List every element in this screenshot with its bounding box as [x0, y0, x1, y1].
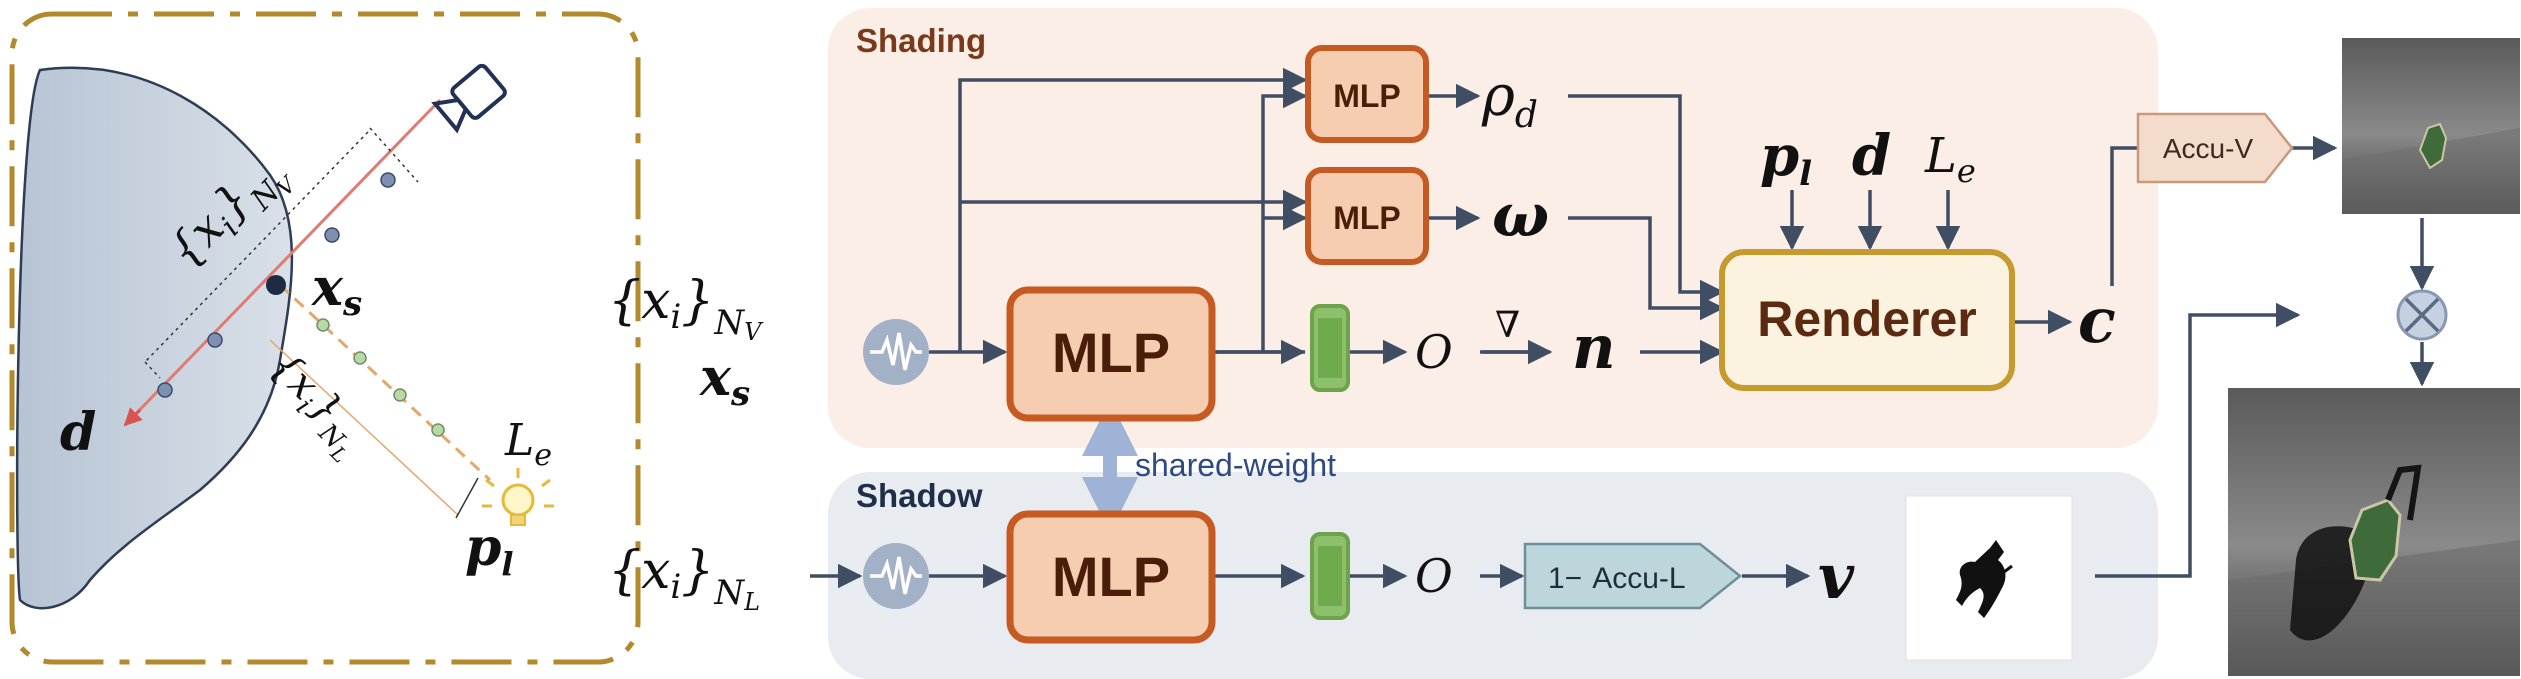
light-intensity-label: Le	[504, 415, 552, 473]
gradient-symbol: ∇	[1495, 305, 1520, 346]
light-sample-point	[431, 423, 445, 437]
shading-panel-title: Shading	[856, 22, 986, 59]
svg-text:1−Accu-L: 1− Accu-L	[1548, 562, 1686, 595]
direction-label: d	[60, 402, 96, 463]
visibility-symbol: v	[1818, 540, 1855, 613]
svg-text:MLP: MLP	[1333, 200, 1401, 236]
albedo-symbol: ρd	[1481, 64, 1538, 136]
camera-icon	[431, 63, 507, 134]
view-sample-point	[380, 172, 396, 188]
svg-text:MLP: MLP	[1333, 78, 1401, 114]
shadow-mask-image	[1905, 495, 2073, 661]
light-input-label: {xi}NL	[608, 541, 760, 616]
light-samples-bracket	[269, 339, 459, 516]
surface-point-label: xs	[311, 257, 362, 324]
renderer-light-intensity: Le	[1924, 128, 1976, 190]
normal-symbol: n	[1572, 313, 1616, 383]
one-minus-label: 1−	[1548, 562, 1582, 595]
mlp-roughness: MLP	[1305, 167, 1429, 265]
light-ray	[278, 283, 492, 482]
shared-weight-label: shared-weight	[1135, 447, 1336, 483]
color-symbol: c	[2078, 284, 2116, 357]
shading-connectors	[929, 67, 2338, 365]
illustration-border	[9, 11, 641, 665]
light-sample-point	[393, 388, 407, 402]
surface-point	[266, 275, 286, 295]
light-sample-point	[316, 318, 330, 332]
renderer-light-position: pl	[1760, 123, 1812, 194]
multiply-node	[2396, 289, 2448, 341]
final-render-image	[2228, 388, 2520, 676]
light-sample-point	[353, 351, 367, 365]
mlp-geometry-shadow: MLP	[1006, 510, 1216, 644]
renderer-block: Renderer	[1719, 249, 2015, 391]
roughness-symbol: ω	[1492, 181, 1549, 251]
accu-l-label: Accu-L	[1592, 562, 1685, 595]
light-bulb-icon	[482, 468, 554, 526]
shadow-connectors	[810, 218, 2435, 589]
scene-illustration: {xi}NV {xi}NL xs d Le pl	[9, 11, 641, 665]
renderer-direction: d	[1852, 123, 1891, 189]
object-shape	[15, 66, 294, 610]
mlp-geometry-shading: MLP	[1006, 286, 1216, 422]
view-sample-point	[207, 332, 223, 348]
svg-text:MLP: MLP	[1052, 321, 1170, 384]
svg-text:Accu-V: Accu-V	[2163, 133, 2254, 164]
sdf-symbol-shadow: O	[1415, 549, 1453, 603]
mlp-albedo: MLP	[1305, 45, 1429, 143]
accu-v-block: Accu-V	[2136, 112, 2294, 184]
surface-input-label: xs	[699, 347, 750, 414]
positional-encoding-icon	[863, 543, 929, 609]
view-sample-point	[324, 227, 340, 243]
view-sample-point	[157, 382, 173, 398]
positional-encoding-icon	[863, 319, 929, 385]
view-ray	[123, 98, 442, 427]
rendered-view-image	[2342, 38, 2520, 214]
svg-text:MLP: MLP	[1052, 545, 1170, 608]
svg-text:Renderer: Renderer	[1757, 291, 1977, 347]
light-position-label: pl	[465, 517, 514, 583]
accu-l-block: 1− Accu-L	[1523, 542, 1743, 610]
sdf-symbol: O	[1415, 325, 1453, 379]
view-input-label: {xi}NV	[608, 271, 764, 346]
shadow-panel-title: Shadow	[856, 477, 983, 514]
view-samples-bracket	[144, 131, 369, 363]
